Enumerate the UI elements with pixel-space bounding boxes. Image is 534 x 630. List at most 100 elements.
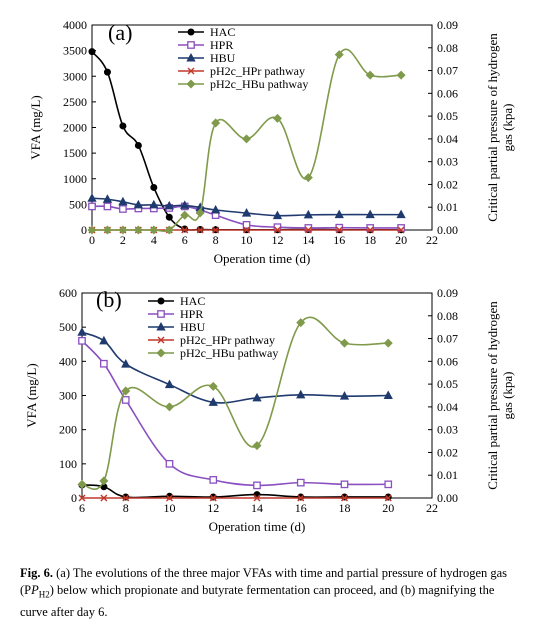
- data-point: [384, 480, 393, 489]
- y-tick-label: 3500: [63, 44, 87, 58]
- data-point: [339, 391, 350, 400]
- data-point: [78, 494, 86, 502]
- y-tick-label: 0: [81, 223, 87, 237]
- data-point: [102, 194, 113, 203]
- data-point: [100, 359, 108, 368]
- legend-marker: [187, 28, 195, 36]
- data-point: [119, 122, 127, 130]
- data-point: [297, 493, 305, 501]
- figure-caption: Fig. 6. (a) The evolutions of the three …: [20, 566, 508, 619]
- y2-tick-label: 0.06: [437, 354, 458, 368]
- data-point: [196, 226, 204, 234]
- series-pH2c_HPr: [78, 494, 392, 502]
- series-pH2c_HBu: [87, 48, 406, 235]
- x-tick-label: 8: [213, 233, 219, 247]
- y2-tick-label: 0.08: [437, 41, 458, 55]
- chart-panel-b: 6 8 10 12 14 16 18 20 22 0 100 200 300 400 500 600 0.00 0…: [24, 286, 515, 534]
- x-tick-label: 20: [395, 233, 407, 247]
- x-tick-label: 4: [151, 233, 157, 247]
- y2-tick-label: 0.05: [437, 377, 458, 391]
- legend-label: pH2c_HPr pathway: [210, 64, 305, 78]
- x-tick-label: 10: [241, 233, 253, 247]
- chart-panel-a: 0 2 4 6 8 10 12 14 16 18 20 22 0 500 1000 1500 2000 2500 3…: [28, 18, 515, 266]
- data-point: [165, 459, 174, 468]
- data-point: [209, 494, 217, 502]
- legend-label: HBU: [180, 320, 206, 334]
- data-point: [121, 386, 131, 396]
- y-tick-label: 2500: [63, 95, 87, 109]
- data-point: [297, 494, 305, 502]
- y-tick-label: 1000: [63, 172, 87, 186]
- data-point: [272, 210, 283, 220]
- y-tick-label: 0: [71, 491, 77, 505]
- figure-caption-label: Fig. 6.: [20, 566, 53, 580]
- y-tick-label: 400: [59, 354, 77, 368]
- legend-marker: [186, 79, 196, 89]
- y-tick-label: 200: [59, 423, 77, 437]
- data-point: [211, 118, 221, 128]
- x-tick-label: 20: [382, 501, 394, 515]
- y-tick-label: 2000: [63, 121, 87, 135]
- x-tick-label: 12: [271, 233, 283, 247]
- data-point: [209, 476, 218, 484]
- x-tick-label: 14: [251, 501, 263, 515]
- data-point: [195, 208, 205, 218]
- data-point: [383, 338, 393, 348]
- data-point: [150, 183, 158, 191]
- legend-label: HAC: [180, 294, 205, 308]
- data-point: [87, 193, 97, 202]
- legend-label: HPR: [210, 38, 233, 52]
- data-point: [366, 226, 374, 234]
- data-point: [339, 338, 350, 348]
- x-tick-label: 16: [295, 501, 307, 515]
- data-point: [149, 225, 159, 235]
- legend-marker: [157, 336, 165, 344]
- y2-axis-label: Critical partial pressure of hydrogengas…: [485, 301, 515, 490]
- y2-tick-label: 0.09: [437, 18, 458, 32]
- data-point: [102, 225, 112, 235]
- legend-label: pH2c_HBu pathway: [180, 346, 278, 360]
- data-point: [272, 113, 282, 123]
- data-point: [208, 397, 218, 406]
- y-axis-label: VFA (mg/L): [28, 95, 43, 159]
- data-point: [253, 481, 261, 490]
- data-point: [208, 381, 218, 391]
- y2-tick-label: 0.04: [437, 400, 458, 414]
- data-point: [121, 359, 131, 368]
- x-tick-label: 22: [426, 233, 438, 247]
- x-tick-label: 6: [182, 233, 188, 247]
- data-point: [134, 141, 142, 149]
- y2-tick-label: 0.03: [437, 423, 458, 437]
- data-point: [334, 209, 344, 219]
- data-point: [296, 389, 306, 399]
- x-tick-label: 18: [364, 233, 376, 247]
- data-point: [384, 494, 392, 502]
- data-point: [119, 205, 127, 213]
- data-point: [341, 493, 348, 501]
- y2-tick-label: 0.00: [437, 491, 458, 505]
- x-tick-label: 22: [426, 501, 438, 515]
- y2-tick-label: 0.07: [437, 332, 458, 346]
- y2-tick-label: 0.07: [437, 64, 458, 78]
- data-point: [88, 48, 96, 56]
- y2-tick-label: 0.08: [437, 309, 458, 323]
- data-point: [103, 202, 112, 211]
- y-tick-label: 100: [59, 457, 77, 471]
- data-point: [149, 199, 159, 209]
- data-point: [100, 494, 108, 502]
- data-point: [296, 318, 306, 328]
- y-tick-label: 4000: [63, 18, 87, 32]
- data-point: [99, 335, 109, 345]
- data-point: [78, 336, 86, 345]
- panel-label: (a): [108, 20, 132, 45]
- data-point: [121, 396, 130, 404]
- data-point: [165, 213, 173, 221]
- data-point: [122, 493, 130, 501]
- data-point: [242, 221, 251, 229]
- data-point: [164, 225, 174, 235]
- y2-tick-label: 0.00: [437, 223, 458, 237]
- data-point: [253, 494, 261, 502]
- data-point: [273, 226, 281, 234]
- x-tick-label: 18: [339, 501, 351, 515]
